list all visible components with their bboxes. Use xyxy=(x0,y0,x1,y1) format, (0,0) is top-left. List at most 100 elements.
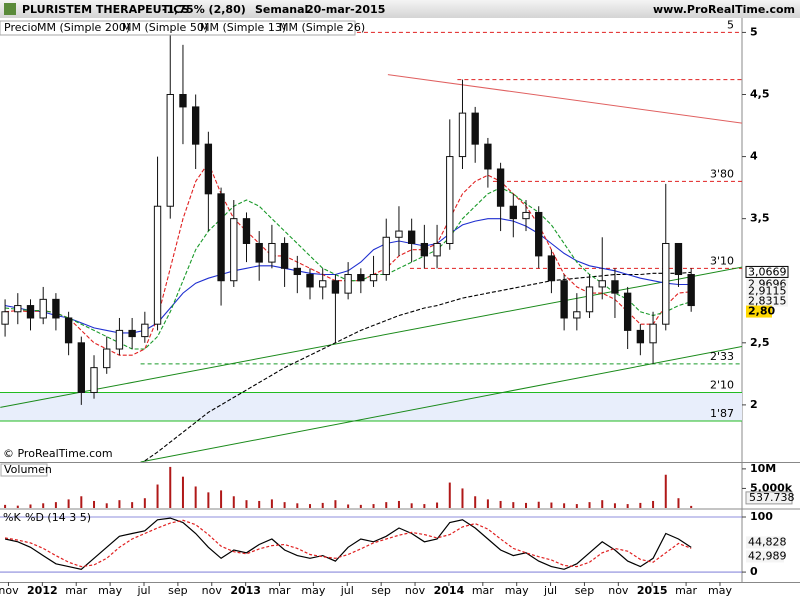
candle-body xyxy=(293,267,301,276)
volume-bar xyxy=(270,499,273,508)
volume-bar xyxy=(232,496,235,508)
level-label: 5 xyxy=(727,18,734,31)
y-tick-label: 2,5 xyxy=(750,336,770,349)
x-tick-label: 2014 xyxy=(434,584,465,597)
x-tick-label: jul xyxy=(543,584,557,597)
volume-bar xyxy=(67,499,70,508)
candle-body xyxy=(255,242,263,263)
period: Semanal xyxy=(255,3,308,16)
candle-body xyxy=(1,311,9,325)
legend-price: Precio xyxy=(4,21,38,34)
candle-body xyxy=(128,329,136,338)
candle-body xyxy=(496,168,505,207)
volume-bar xyxy=(486,499,489,508)
volume-bar xyxy=(118,500,121,508)
last-price-label: 2,80 xyxy=(748,305,775,318)
candle-body xyxy=(382,236,390,276)
volume-bar xyxy=(359,504,362,508)
legend-entry: MM (Simple 13) xyxy=(200,21,286,34)
candle-body xyxy=(687,274,695,307)
candle-body xyxy=(217,193,225,282)
candle-body xyxy=(115,329,124,350)
candle-body xyxy=(103,348,111,369)
candle-body xyxy=(623,292,632,331)
candle-body xyxy=(166,93,174,207)
last-value-label: 2,8315 xyxy=(748,295,787,308)
last-value-box xyxy=(746,536,784,549)
x-tick-label: sep xyxy=(168,584,187,597)
x-tick-label: sep xyxy=(371,584,390,597)
x-tick-label: 2015 xyxy=(637,584,668,597)
volume-bar xyxy=(652,500,655,508)
candle-body xyxy=(268,242,276,263)
support-band xyxy=(0,392,742,422)
x-tick-label: may xyxy=(708,584,732,597)
volume-bar xyxy=(626,504,629,508)
volume-bar xyxy=(16,505,19,508)
last-price-box xyxy=(746,305,772,318)
volume-bar xyxy=(563,503,566,508)
last-value-box xyxy=(746,550,784,563)
candle-body xyxy=(90,367,98,393)
x-tick-label: mar xyxy=(269,584,291,597)
y-tick-label: 2 xyxy=(750,398,758,411)
volume-bar xyxy=(347,504,350,508)
candle-body xyxy=(446,156,454,244)
volume-bar xyxy=(207,492,210,508)
x-tick-label: jul xyxy=(340,584,354,597)
x-tick-label: jul xyxy=(136,584,150,597)
volume-bar xyxy=(143,498,146,508)
legend-entry: MM (Simple 50) xyxy=(122,21,208,34)
volume-bar xyxy=(296,503,299,508)
y-tick-label: 3,5 xyxy=(750,212,770,225)
last-value-label: 44,828 xyxy=(748,535,787,548)
volume-bar xyxy=(639,502,642,508)
panel-title-box xyxy=(0,463,48,477)
candle-body xyxy=(306,274,314,288)
volume-bar xyxy=(410,503,413,508)
legend-entry: %K xyxy=(3,511,21,524)
volume-bar xyxy=(169,466,172,508)
y-tick-label: 100 xyxy=(750,510,773,523)
candle-body xyxy=(395,230,403,238)
watermark: © ProRealTime.com xyxy=(3,447,113,460)
candle-body xyxy=(319,280,327,288)
candle-body xyxy=(64,317,73,344)
candle-body xyxy=(662,242,670,325)
candle-body xyxy=(611,280,619,294)
candle-body xyxy=(344,274,352,294)
x-tick-label: sep xyxy=(575,584,594,597)
moving-average xyxy=(5,161,692,356)
header-bar xyxy=(0,0,800,18)
legend-entry: %D (14 3 5) xyxy=(25,511,91,524)
candle-body xyxy=(179,93,187,108)
x-tick-label: mar xyxy=(675,584,697,597)
volume-bar xyxy=(588,502,591,508)
candle-body xyxy=(636,329,645,344)
volume-bar xyxy=(194,486,197,508)
level-label: 2'10 xyxy=(710,378,734,391)
legend-box xyxy=(0,20,356,36)
candle-body xyxy=(14,305,22,313)
volume-bar xyxy=(512,502,515,508)
last-value-label: 3,0669 xyxy=(748,265,787,278)
y-tick-label: 10M xyxy=(750,462,776,475)
candle-body xyxy=(535,211,543,257)
y-tick-label: 5.000k xyxy=(750,481,793,494)
last-value-box xyxy=(745,491,793,505)
candle-body xyxy=(573,311,581,319)
volume-bar xyxy=(550,502,553,508)
x-tick-label: may xyxy=(301,584,325,597)
candle-body xyxy=(369,274,378,282)
volume-bar xyxy=(245,500,248,508)
candle-body xyxy=(547,255,556,282)
candle-body xyxy=(357,274,365,282)
last-value-label: 537.738 xyxy=(749,491,795,504)
candle-body xyxy=(560,280,568,319)
volume-bar xyxy=(80,496,83,508)
volume-bar xyxy=(54,502,57,508)
last-value-box xyxy=(746,295,788,307)
candle-body xyxy=(522,211,530,220)
oscillator-line xyxy=(4,517,692,570)
